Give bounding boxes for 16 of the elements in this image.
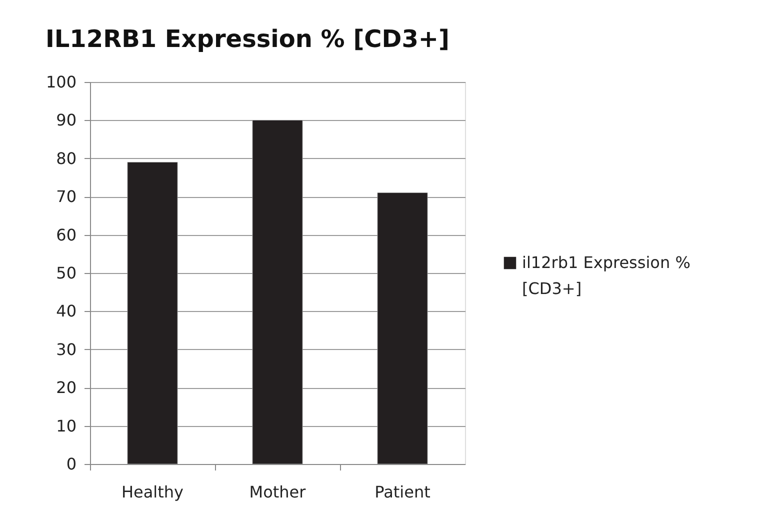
y-tick-label: 0 [66,454,76,474]
x-tick-label: Mother [249,482,306,502]
y-tick-label: 20 [56,378,76,398]
y-tick-label: 30 [56,340,76,359]
y-tick-label: 60 [56,225,76,244]
y-tick-label: 10 [56,416,76,436]
x-tick-label: Healthy [121,482,184,502]
y-tick-label: 50 [56,264,76,282]
y-tick-label: 70 [56,187,76,206]
y-tick-label: 100 [46,72,76,92]
chart-title: IL12RB1 Expression % [CD3+] [45,25,450,53]
x-tick-label: Patient [374,482,430,502]
y-tick-label: 40 [56,302,76,321]
y-tick-label: 90 [56,110,76,130]
legend-label: il12rb1 Expression % [CD3+] [522,253,690,298]
y-tick-label: 80 [56,148,76,168]
